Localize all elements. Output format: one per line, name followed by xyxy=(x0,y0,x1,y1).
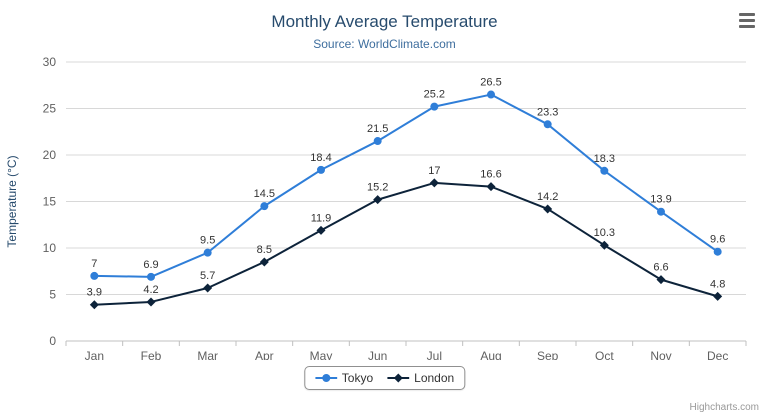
legend-label: London xyxy=(414,371,455,385)
svg-text:25.2: 25.2 xyxy=(424,89,445,101)
svg-text:3.9: 3.9 xyxy=(87,287,102,299)
svg-text:Aug: Aug xyxy=(480,349,501,360)
svg-text:6.9: 6.9 xyxy=(143,259,158,271)
svg-text:Temperature (°C): Temperature (°C) xyxy=(5,155,19,247)
svg-text:5.7: 5.7 xyxy=(200,270,215,282)
svg-text:Nov: Nov xyxy=(650,349,671,360)
svg-text:9.6: 9.6 xyxy=(710,234,725,246)
svg-text:26.5: 26.5 xyxy=(480,77,501,89)
svg-text:18.4: 18.4 xyxy=(310,152,331,164)
svg-text:10: 10 xyxy=(43,241,57,255)
svg-text:18.3: 18.3 xyxy=(594,153,615,165)
svg-text:0: 0 xyxy=(49,334,56,348)
svg-text:9.5: 9.5 xyxy=(200,235,215,247)
svg-text:Jan: Jan xyxy=(85,349,104,360)
svg-text:20: 20 xyxy=(43,148,57,162)
svg-text:14.2: 14.2 xyxy=(537,191,558,203)
svg-text:8.5: 8.5 xyxy=(257,244,272,256)
svg-text:Mar: Mar xyxy=(197,349,218,360)
svg-text:Feb: Feb xyxy=(141,349,162,360)
svg-text:25: 25 xyxy=(43,102,57,116)
svg-text:11.9: 11.9 xyxy=(311,212,332,224)
svg-text:Dec: Dec xyxy=(707,349,728,360)
svg-text:Apr: Apr xyxy=(255,349,274,360)
london-series-marker-icon xyxy=(387,373,410,383)
svg-text:May: May xyxy=(310,349,333,360)
chart-legend: Tokyo London xyxy=(303,366,466,390)
legend-label: Tokyo xyxy=(341,371,374,385)
legend-item-london[interactable]: London xyxy=(387,371,454,385)
svg-text:15.2: 15.2 xyxy=(367,182,388,194)
export-menu-button[interactable] xyxy=(735,10,759,30)
svg-text:Oct: Oct xyxy=(595,349,614,360)
svg-text:7: 7 xyxy=(91,258,97,270)
svg-text:16.6: 16.6 xyxy=(480,169,501,181)
svg-text:23.3: 23.3 xyxy=(537,106,558,118)
svg-text:4.8: 4.8 xyxy=(710,278,725,290)
svg-text:Jun: Jun xyxy=(368,349,387,360)
svg-text:17: 17 xyxy=(428,165,440,177)
tokyo-series-marker-icon xyxy=(314,374,337,382)
svg-text:Jul: Jul xyxy=(427,349,442,360)
svg-text:5: 5 xyxy=(49,288,56,302)
svg-text:13.9: 13.9 xyxy=(650,194,671,206)
svg-text:14.5: 14.5 xyxy=(254,188,275,200)
credits-link[interactable]: Highcharts.com xyxy=(689,402,759,413)
chart-subtitle: Source: WorldClimate.com xyxy=(313,37,456,51)
svg-text:4.2: 4.2 xyxy=(143,284,158,296)
hamburger-icon xyxy=(739,12,755,28)
legend-item-tokyo[interactable]: Tokyo xyxy=(314,371,374,385)
svg-text:Sep: Sep xyxy=(537,349,559,360)
svg-text:21.5: 21.5 xyxy=(367,123,388,135)
svg-text:15: 15 xyxy=(43,195,57,209)
svg-text:30: 30 xyxy=(43,55,57,69)
chart-title: Monthly Average Temperature xyxy=(271,12,498,31)
svg-text:6.6: 6.6 xyxy=(653,262,668,274)
chart-plot-area: 0 5 10 15 20 25 30 Jan Feb Mar Apr May Jun Jul Aug Sep O… xyxy=(5,55,747,360)
svg-text:10.3: 10.3 xyxy=(594,227,615,239)
